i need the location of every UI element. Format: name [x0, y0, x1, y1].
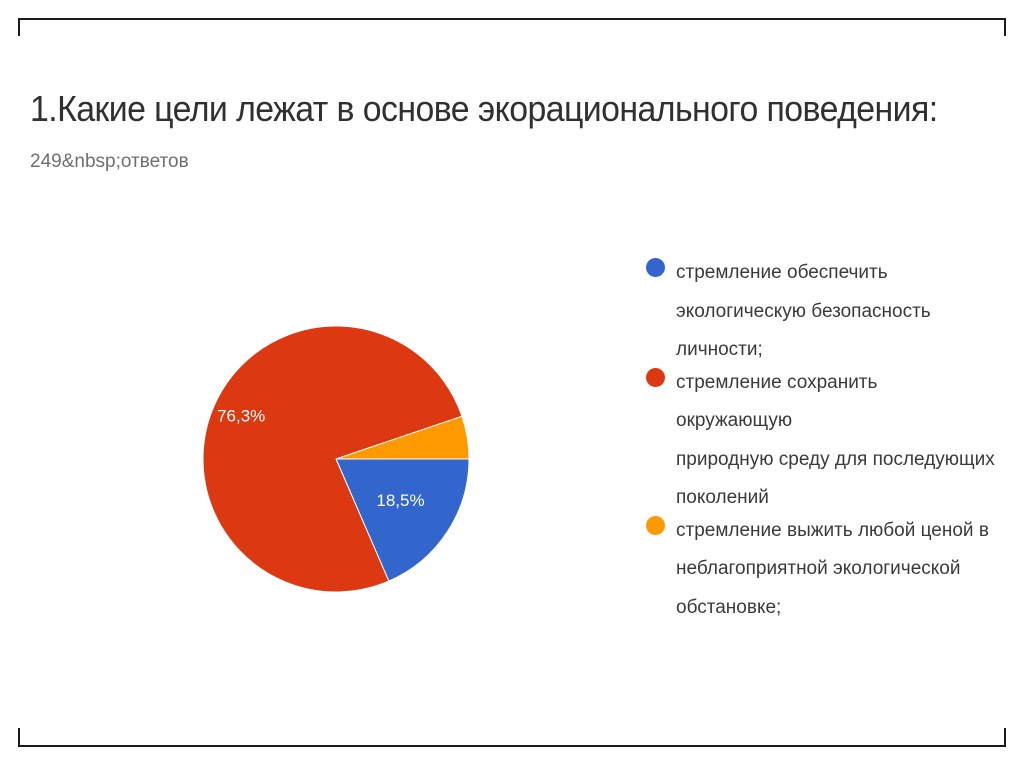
legend-swatch-orange [646, 515, 665, 535]
response-count: 249&nbsp;ответов [30, 151, 189, 172]
legend-item-2: стремление сохранить окружающую природну… [646, 364, 996, 518]
frame-top-left [18, 18, 20, 36]
slice-blue [335, 458, 470, 582]
frame-bottom-right [1004, 728, 1006, 747]
slice-blue-value-label: 18,5% [376, 491, 424, 510]
frame-top [18, 18, 1006, 20]
frame-top-right [1004, 18, 1006, 36]
frame-bottom [18, 745, 1006, 747]
legend-swatch-blue [646, 258, 665, 277]
slice-red [202, 325, 463, 593]
legend-label-2: стремление сохранить окружающую природну… [676, 371, 995, 509]
legend-item-3: стремление выжить любой ценой в неблагоп… [646, 512, 996, 628]
slice-orange [335, 415, 470, 460]
legend-label-1: стремление обеспечить экологическую безо… [676, 262, 931, 360]
legend-label-3: стремление выжить любой ценой в неблагоп… [676, 519, 989, 618]
legend-item-1: стремление обеспечить экологическую безо… [646, 254, 996, 370]
chart-legend: стремление обеспечить экологическую безо… [646, 258, 996, 629]
question-title: 1.Какие цели лежат в основе экорациональ… [30, 88, 938, 129]
legend-swatch-red [646, 367, 665, 387]
frame-bottom-left [18, 728, 20, 747]
slice-red-value-label: 76,3% [217, 406, 265, 425]
